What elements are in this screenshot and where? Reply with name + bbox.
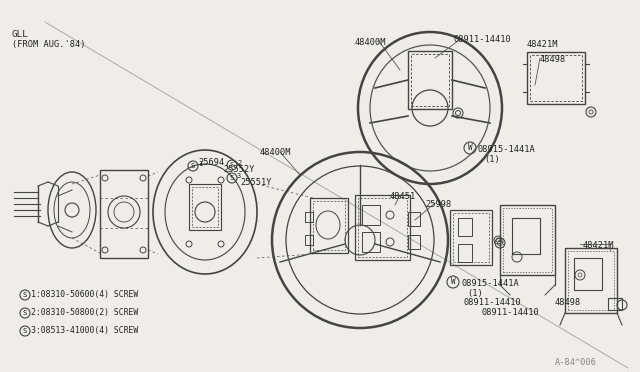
Text: 25551Y: 25551Y xyxy=(240,178,271,187)
Bar xyxy=(450,210,492,265)
Text: 48400M: 48400M xyxy=(355,38,387,47)
Bar xyxy=(355,195,410,260)
Bar xyxy=(565,248,617,313)
Text: 48400M: 48400M xyxy=(260,148,291,157)
Text: GLL: GLL xyxy=(12,30,29,39)
Text: S: S xyxy=(191,163,195,169)
Text: 25998: 25998 xyxy=(425,200,451,209)
Text: S: S xyxy=(23,292,27,298)
Bar xyxy=(408,51,452,109)
Bar xyxy=(192,187,218,227)
Text: S: S xyxy=(230,162,234,168)
Text: S: S xyxy=(23,310,27,316)
Bar xyxy=(100,170,148,258)
Text: 1:08310-50600(4) SCREW: 1:08310-50600(4) SCREW xyxy=(31,291,138,299)
Text: 48498: 48498 xyxy=(555,298,581,307)
Text: 08911-14410: 08911-14410 xyxy=(463,298,521,307)
Bar xyxy=(453,213,489,262)
Text: 08911-14410: 08911-14410 xyxy=(454,35,512,44)
Text: W: W xyxy=(468,144,472,153)
Bar xyxy=(305,212,313,222)
Bar xyxy=(362,232,380,252)
Bar xyxy=(358,198,407,257)
Bar xyxy=(512,218,540,254)
Text: 08911-14410: 08911-14410 xyxy=(482,308,540,317)
Text: 3: 3 xyxy=(237,173,241,179)
Text: S: S xyxy=(23,328,27,334)
Bar xyxy=(313,201,345,250)
Text: W: W xyxy=(451,278,455,286)
Bar xyxy=(408,235,420,249)
Bar xyxy=(362,205,380,225)
Bar xyxy=(310,198,348,253)
Bar xyxy=(500,205,555,275)
Bar xyxy=(608,298,622,310)
Bar xyxy=(530,55,582,101)
Text: (1): (1) xyxy=(467,289,483,298)
Text: 48451: 48451 xyxy=(390,192,416,201)
Bar xyxy=(189,184,221,230)
Text: 48498: 48498 xyxy=(540,55,566,64)
Text: (FROM AUG.'84): (FROM AUG.'84) xyxy=(12,40,86,49)
Text: (1): (1) xyxy=(484,155,500,164)
Text: 2:08310-50800(2) SCREW: 2:08310-50800(2) SCREW xyxy=(31,308,138,317)
Bar xyxy=(458,218,472,236)
Text: 3:08513-41000(4) SCREW: 3:08513-41000(4) SCREW xyxy=(31,327,138,336)
Bar xyxy=(411,54,449,106)
Text: 25694: 25694 xyxy=(198,158,224,167)
Text: 1: 1 xyxy=(198,161,202,167)
Bar xyxy=(503,208,552,272)
Text: 48421M: 48421M xyxy=(527,40,559,49)
Text: 2: 2 xyxy=(237,160,241,166)
Text: A-84^006: A-84^006 xyxy=(555,358,597,367)
Text: 08915-1441A: 08915-1441A xyxy=(461,279,519,288)
Bar xyxy=(527,52,585,104)
Text: 25552Y: 25552Y xyxy=(223,165,255,174)
Bar xyxy=(305,235,313,245)
Text: 08915-1441A: 08915-1441A xyxy=(478,145,536,154)
Text: 48421M: 48421M xyxy=(583,241,614,250)
Bar xyxy=(574,258,602,290)
Bar xyxy=(568,251,614,310)
Text: S: S xyxy=(230,175,234,181)
Bar xyxy=(408,212,420,226)
Bar xyxy=(458,244,472,262)
